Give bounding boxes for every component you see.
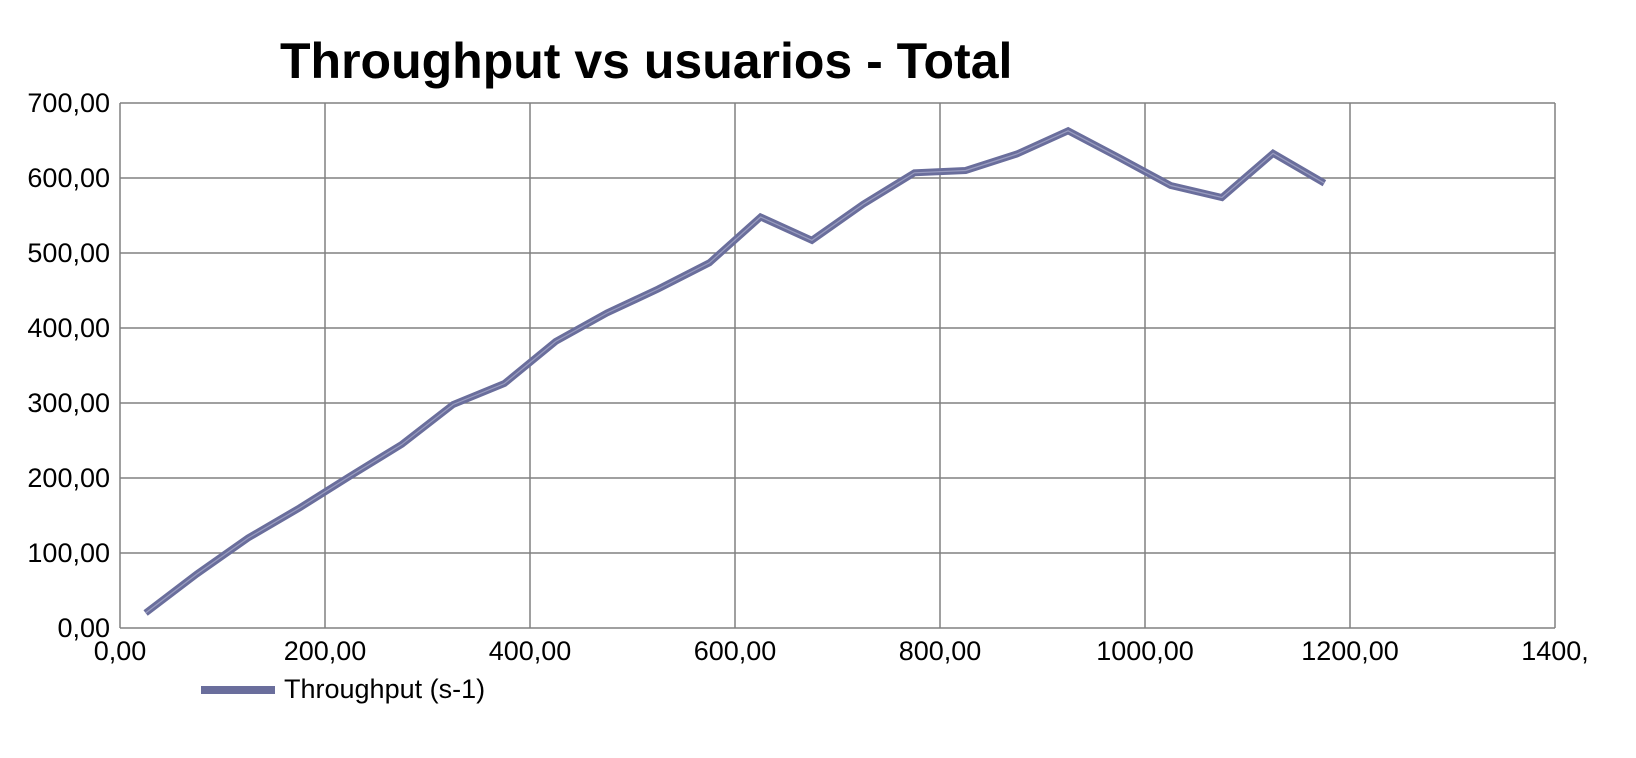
x-tick-label: 800,00 [899,636,982,666]
y-tick-label: 700,00 [27,88,110,118]
legend-label-throughput: Throughput (s-1) [284,674,485,704]
x-tick-label: 1200,00 [1301,636,1399,666]
x-axis-ticks: 0,00 200,00 400,00 600,00 800,00 1000,00 1200,… [94,636,1589,666]
series-line-highlight-0 [145,130,1325,614]
y-axis-ticks: 0,00 100,00 200,00 300,00 400,00 500,00 600,00… [27,88,110,643]
chart-grid [119,102,1556,629]
x-tick-label: 0,00 [94,636,147,666]
chart-series [143,126,1327,616]
x-tick-label: 400,00 [489,636,572,666]
y-tick-label: 0,00 [57,613,110,643]
chart-title: Throughput vs usuarios - Total [280,33,1012,89]
x-tick-label: 1400, [1521,636,1589,666]
x-tick-label: 600,00 [694,636,777,666]
legend: Throughput (s-1) [201,674,485,704]
y-tick-label: 600,00 [27,163,110,193]
x-tick-label: 1000,00 [1096,636,1194,666]
y-tick-label: 200,00 [27,463,110,493]
y-tick-label: 300,00 [27,388,110,418]
y-tick-label: 100,00 [27,538,110,568]
x-tick-label: 200,00 [284,636,367,666]
y-tick-label: 500,00 [27,238,110,268]
y-tick-label: 400,00 [27,313,110,343]
